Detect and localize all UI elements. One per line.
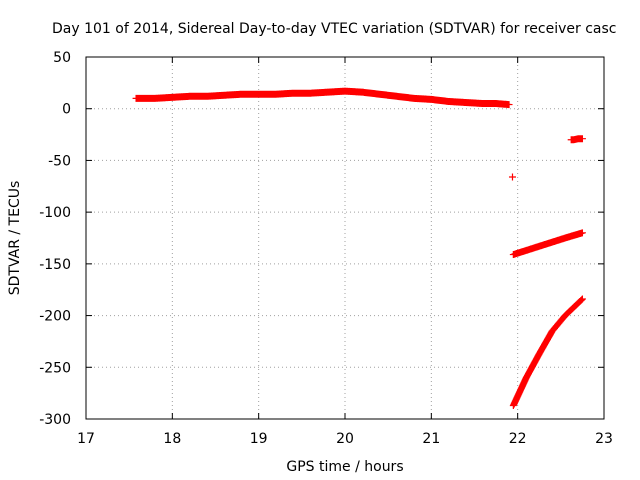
x-tick-label: 22 [509,431,527,447]
chart-title: Day 101 of 2014, Sidereal Day-to-day VTE… [52,21,616,37]
y-tick-label: -250 [39,360,71,376]
y-tick-label: -50 [48,153,71,169]
y-tick-label: 50 [53,50,71,66]
series-4-markers [509,295,586,410]
x-tick-label: 19 [250,431,268,447]
series-2-markers [567,135,586,144]
axis-ticks: 17 18 19 20 21 22 23 50 0 -50 -100 -150 -200 -250 -300 [39,50,613,447]
grid [86,57,604,419]
series-0-markers [132,87,513,109]
series-0 [132,87,513,109]
series-2 [567,135,586,144]
y-tick-label: -300 [39,412,71,428]
x-tick-label: 21 [422,431,440,447]
x-tick-label: 18 [163,431,181,447]
series-3-markers [509,229,586,259]
series-1 [508,173,516,181]
x-tick-label: 20 [336,431,354,447]
y-tick-label: -100 [39,205,71,221]
series-4 [509,295,586,410]
x-tick-label: 23 [595,431,613,447]
y-tick-label: -200 [39,309,71,325]
y-axis-label: SDTVAR / TECUs [7,181,23,296]
x-axis-label: GPS time / hours [286,459,403,475]
data-marks [132,87,586,410]
series-3 [509,229,586,259]
x-tick-label: 17 [77,431,95,447]
y-tick-label: -150 [39,257,71,273]
y-tick-label: 0 [62,102,71,118]
